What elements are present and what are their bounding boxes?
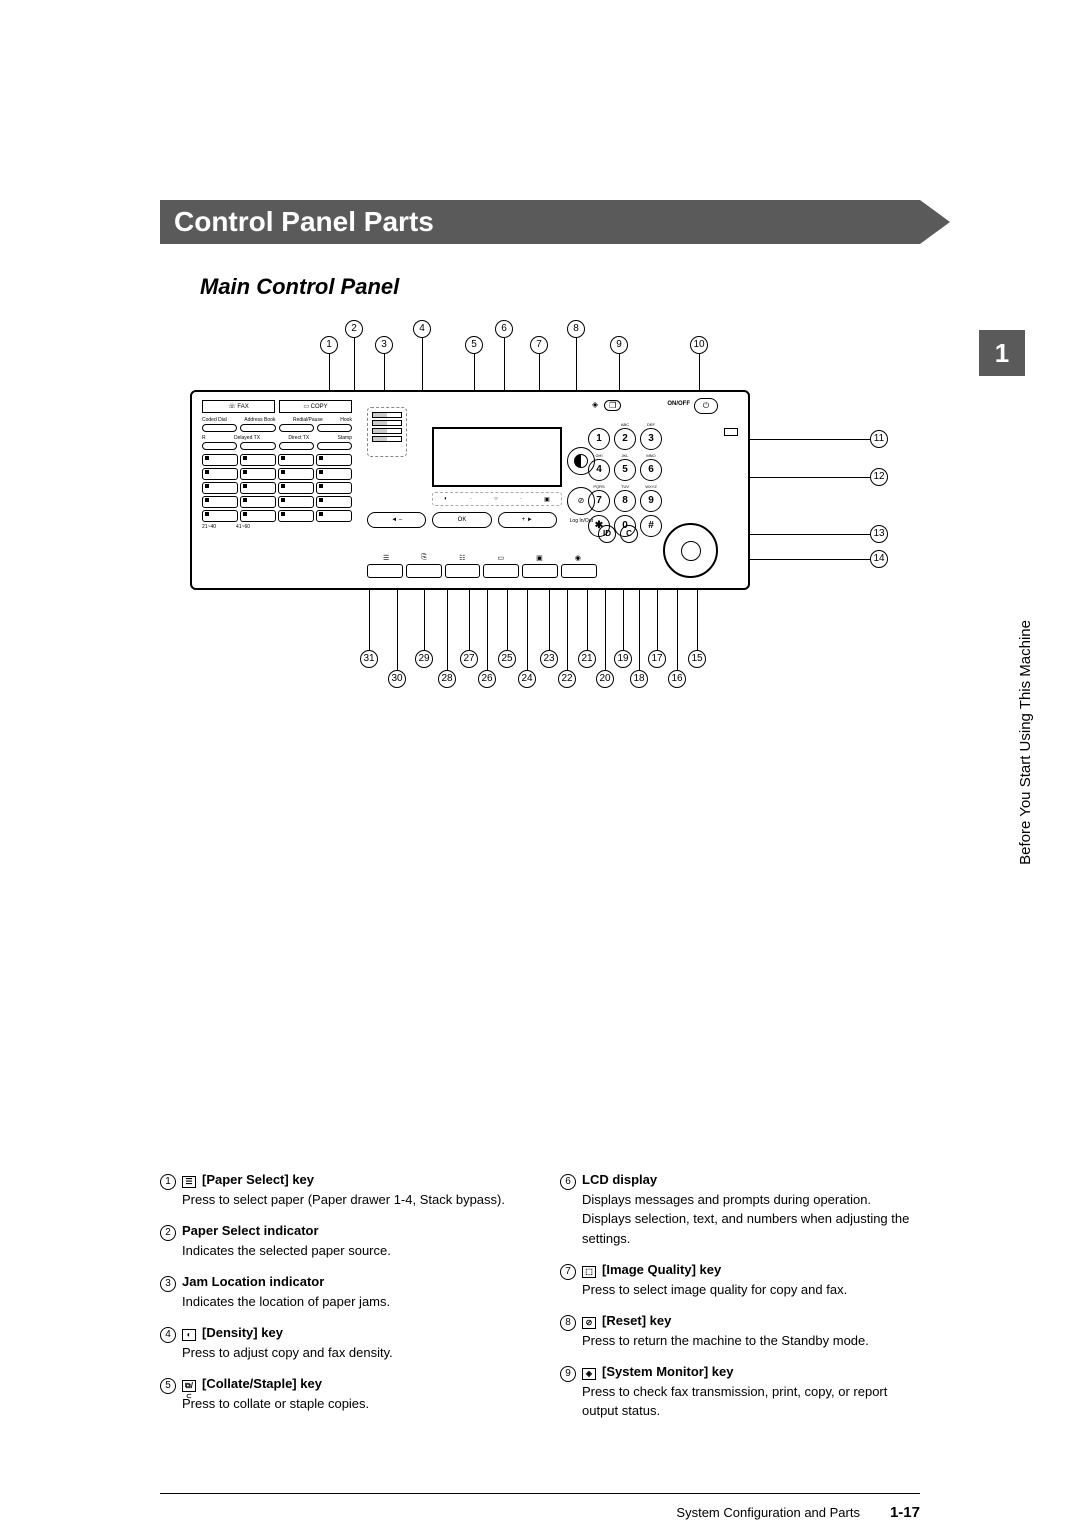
nav-left-button: ◄ – [367,512,426,528]
callout-16: 16 [668,590,686,688]
callout-15: 15 [688,590,706,668]
footer-page-number: 1-17 [890,1504,920,1521]
desc-icon-1: ☰ [182,1176,196,1188]
callout-11: 11 [750,430,888,448]
panel-left-section: ☏ FAX ▭ COPY Coded DialAddress BookRedia… [202,400,352,530]
top-icon-strip: ◈ ❐ [592,400,621,411]
nav-right-button: + ► [498,512,557,528]
callout-6: 6 [495,320,513,390]
lcd-display [432,427,562,487]
numeric-keypad: ABCDEF 1 2 3 GHIJKLMNO 4 5 6 PQRSTUVWXYZ… [588,422,698,540]
fax-mode-button: ☏ FAX [202,400,275,413]
callout-24: 24 [518,590,536,688]
key-hash: # [640,515,662,537]
callout-31: 31 [360,590,378,668]
callout-20: 20 [596,590,614,688]
desc-icon-8: ⊘ [582,1317,596,1329]
callout-28: 28 [438,590,456,688]
callout-21: 21 [578,590,596,668]
callout-8: 8 [567,320,585,390]
label-row-1: Coded DialAddress BookRedial/PauseHook [202,417,352,423]
key-7: 7 [588,490,610,512]
callout-26: 26 [478,590,496,688]
callout-13: 13 [750,525,888,543]
fn-button-row [367,564,597,578]
key-4: 4 [588,459,610,481]
footer-rule [160,1493,920,1494]
id-c-row: ID C [598,525,638,543]
desc-item-8: 8 ⊘ [Reset] keyPress to return the machi… [560,1311,920,1350]
callout-7: 7 [530,336,548,390]
copy-mode-button: ▭ COPY [279,400,352,413]
nav-bar: ◄ – OK + ► [367,512,557,528]
desc-item-3: 3 Jam Location indicatorIndicates the lo… [160,1272,520,1311]
desc-icon-9: ◈ [582,1368,596,1380]
desc-icon-5: ⧉/⊂ [182,1380,196,1392]
dial-wheel [663,523,718,578]
desc-item-1: 1 ☰ [Paper Select] keyPress to select pa… [160,1170,520,1209]
battery-icon [724,428,738,436]
callout-3: 3 [375,336,393,390]
callout-29: 29 [415,590,433,668]
callout-18: 18 [630,590,648,688]
callout-22: 22 [558,590,576,688]
callout-17: 17 [648,590,666,668]
qd-range-2: 41~60 [236,524,250,530]
key-2: 2 [614,428,636,450]
subsection-header: Main Control Panel [200,274,920,300]
desc-icon-7: ⬚ [582,1266,596,1278]
key-1: 1 [588,428,610,450]
power-button: ⏻ [694,398,718,414]
density-adjust-bar: ◐·○·▣ [432,492,562,506]
key-6: 6 [640,459,662,481]
callout-27: 27 [460,590,478,668]
callout-4: 4 [413,320,431,390]
control-panel-diagram: 24681357910 ☏ FAX ▭ COPY Coded DialAddre… [170,320,890,730]
key-8: 8 [614,490,636,512]
callout-23: 23 [540,590,558,668]
key-5: 5 [614,459,636,481]
desc-item-4: 4 ◐ [Density] keyPress to adjust copy an… [160,1323,520,1362]
panel-outline: ☏ FAX ▭ COPY Coded DialAddress BookRedia… [190,390,750,590]
desc-item-2: 2 Paper Select indicatorIndicates the se… [160,1221,520,1260]
id-key: ID [598,525,616,543]
description-columns: 1 ☰ [Paper Select] keyPress to select pa… [160,1170,920,1433]
desc-item-9: 9 ◈ [System Monitor] keyPress to check f… [560,1362,920,1421]
desc-item-6: 6 LCD displayDisplays messages and promp… [560,1170,920,1248]
callout-30: 30 [388,590,406,688]
clear-key: C [620,525,638,543]
desc-item-5: 5 ⧉/⊂ [Collate/Staple] keyPress to colla… [160,1374,520,1413]
callout-12: 12 [750,468,888,486]
footer-section-name: System Configuration and Parts [676,1505,860,1520]
chapter-tab-text: Before You Start Using This Machine [1017,620,1034,865]
desc-item-7: 7 ⬚ [Image Quality] keyPress to select i… [560,1260,920,1299]
callout-5: 5 [465,336,483,390]
callout-14: 14 [750,550,888,568]
quick-dial-grid [202,454,352,522]
login-label: Log In/Out [570,518,593,524]
nav-ok-button: OK [432,512,491,528]
fn-icon-labels: ☰⎘☷▭▣◉ [367,554,597,562]
callout-10: 10 [690,336,708,390]
callout-2: 2 [345,320,363,390]
label-row-2: RDelayed TXDirect TXStamp [202,435,352,441]
callout-1: 1 [320,336,338,390]
section-header: Control Panel Parts [160,200,920,244]
callout-25: 25 [498,590,516,668]
callout-9: 9 [610,336,628,390]
onoff-label: ON/OFF [667,401,690,407]
chapter-tab-number: 1 [979,330,1025,376]
key-9: 9 [640,490,662,512]
desc-icon-4: ◐ [182,1329,196,1341]
qd-range-1: 21~40 [202,524,216,530]
key-3: 3 [640,428,662,450]
